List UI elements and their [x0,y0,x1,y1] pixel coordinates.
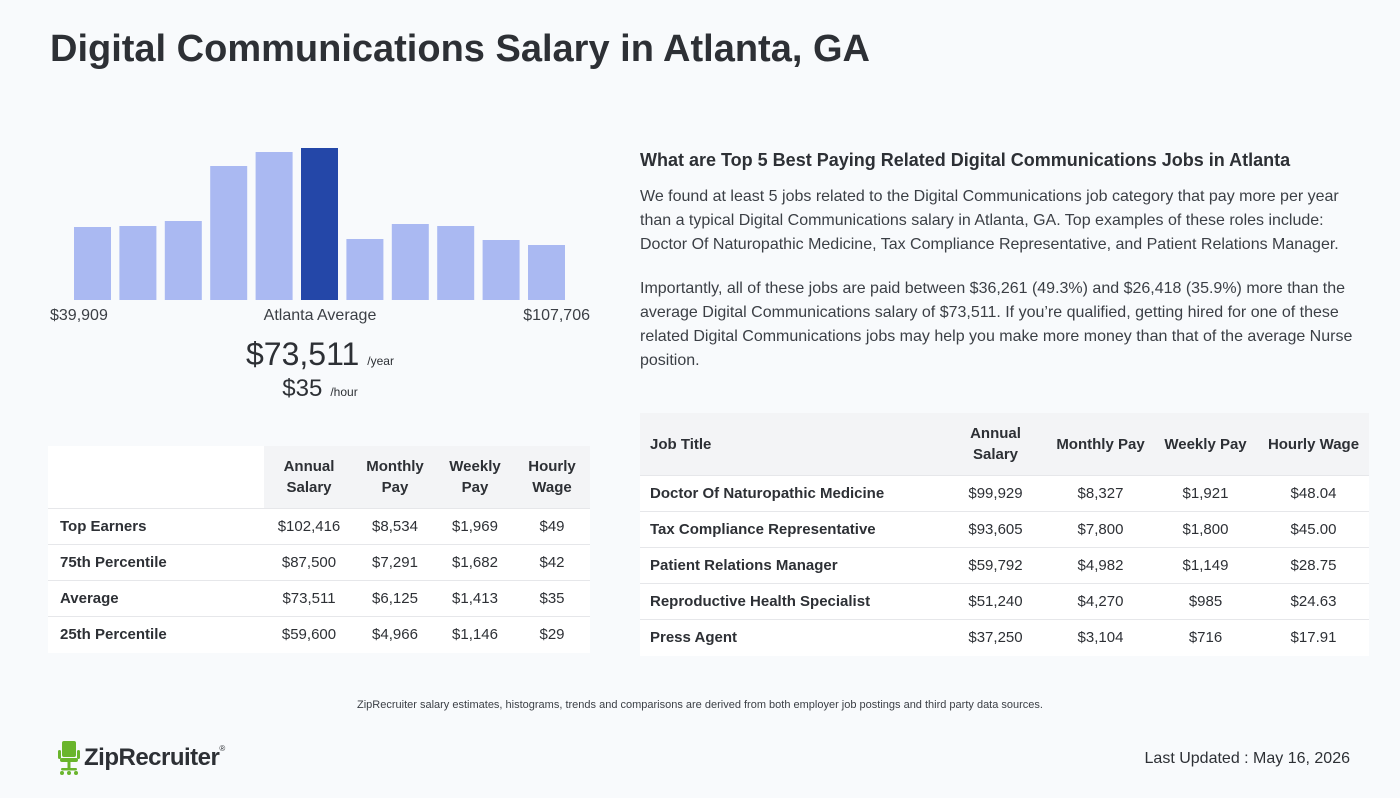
salary-histogram [50,140,590,300]
histogram-bar [528,245,565,300]
weekly-cell: $1,800 [1153,511,1258,548]
related-jobs-table: Job Title Annual Salary Monthly Pay Week… [640,413,1369,656]
histogram-bar-average [301,148,338,300]
monthly-cell: $7,291 [354,544,436,581]
histogram-bar [210,166,248,300]
percentile-header-weekly: Weekly Pay [436,446,514,509]
table-row: Doctor Of Naturopathic Medicine $99,929 … [640,475,1369,512]
weekly-cell: $1,921 [1153,475,1258,512]
monthly-cell: $7,800 [1048,511,1153,548]
annual-unit: /year [367,354,394,368]
ziprecruiter-logo[interactable]: ZipRecruiter® [58,740,225,776]
table-row: Patient Relations Manager $59,792 $4,982… [640,547,1369,584]
percentile-header-monthly: Monthly Pay [354,446,436,509]
percentile-table-header: Annual Salary Monthly Pay Weekly Pay Hou… [48,446,590,509]
weekly-cell: $985 [1153,583,1258,620]
histogram-bar [391,224,429,300]
hourly-cell: $28.75 [1258,547,1369,584]
table-row: 25th Percentile $59,600 $4,966 $1,146 $2… [48,616,590,653]
average-annual-salary: $73,511 [246,336,360,372]
last-updated: Last Updated : May 16, 2026 [1144,750,1350,767]
job-title-cell: Doctor Of Naturopathic Medicine [640,475,943,512]
related-jobs-heading: What are Top 5 Best Paying Related Digit… [640,150,1291,170]
disclaimer-text: ZipRecruiter salary estimates, histogram… [357,699,1043,711]
logo-text: ZipRecruiter® [84,744,225,771]
monthly-cell: $8,327 [1048,475,1153,512]
histogram-labels: $39,909 Atlanta Average $107,706 [50,307,590,329]
hourly-cell: $48.04 [1258,475,1369,512]
annual-cell: $87,500 [264,544,354,581]
annual-cell: $51,240 [943,583,1048,620]
hourly-cell: $35 [514,580,590,617]
table-row: Average $73,511 $6,125 $1,413 $35 [48,580,590,617]
hourly-cell: $24.63 [1258,583,1369,620]
weekly-cell: $1,146 [436,616,514,653]
histogram-max-label: $107,706 [523,307,590,324]
weekly-cell: $1,413 [436,580,514,617]
histogram-bar [255,152,293,300]
average-hourly-wage: $35 [282,375,323,402]
weekly-cell: $1,969 [436,508,514,545]
annual-cell: $99,929 [943,475,1048,512]
annual-cell: $73,511 [264,580,354,617]
histogram-bar [74,227,111,300]
chair-icon [58,741,80,775]
monthly-cell: $6,125 [354,580,436,617]
monthly-cell: $8,534 [354,508,436,545]
table-row: 75th Percentile $87,500 $7,291 $1,682 $4… [48,544,590,581]
percentile-header-annual: Annual Salary [264,446,354,509]
histogram-svg [74,148,565,300]
related-jobs-paragraph-1: We found at least 5 jobs related to the … [640,188,1339,253]
row-label: 75th Percentile [48,544,264,581]
row-label: Average [48,580,264,617]
annual-cell: $102,416 [264,508,354,545]
table-row: Press Agent $37,250 $3,104 $716 $17.91 [640,619,1369,656]
annual-cell: $93,605 [943,511,1048,548]
histogram-bar [346,239,384,300]
hourly-cell: $45.00 [1258,511,1369,548]
hourly-cell: $42 [514,544,590,581]
table-row: Reproductive Health Specialist $51,240 $… [640,583,1369,620]
monthly-cell: $4,982 [1048,547,1153,584]
jobs-header-hourly: Hourly Wage [1258,413,1369,476]
jobs-header-annual: Annual Salary [943,413,1048,476]
histogram-bar [164,221,202,300]
job-title-cell: Press Agent [640,619,943,656]
table-row: Top Earners $102,416 $8,534 $1,969 $49 [48,508,590,545]
hourly-cell: $49 [514,508,590,545]
related-jobs-paragraph-2: Importantly, all of these jobs are paid … [640,280,1353,369]
row-label: Top Earners [48,508,264,545]
hourly-cell: $29 [514,616,590,653]
annual-cell: $59,792 [943,547,1048,584]
percentile-header-blank [48,446,264,509]
histogram-average-label: Atlanta Average [263,307,377,324]
weekly-cell: $1,149 [1153,547,1258,584]
page-title: Digital Communications Salary in Atlanta… [50,28,870,70]
monthly-cell: $4,966 [354,616,436,653]
hourly-cell: $17.91 [1258,619,1369,656]
job-title-cell: Tax Compliance Representative [640,511,943,548]
table-row: Tax Compliance Representative $93,605 $7… [640,511,1369,548]
weekly-cell: $716 [1153,619,1258,656]
histogram-min-label: $39,909 [50,307,108,324]
annual-cell: $37,250 [943,619,1048,656]
weekly-cell: $1,682 [436,544,514,581]
monthly-cell: $4,270 [1048,583,1153,620]
jobs-header-title: Job Title [640,413,943,476]
histogram-bar [482,240,520,300]
percentile-header-hourly: Hourly Wage [514,446,590,509]
row-label: 25th Percentile [48,616,264,653]
job-title-cell: Patient Relations Manager [640,547,943,584]
percentile-table: Annual Salary Monthly Pay Weekly Pay Hou… [48,446,590,653]
histogram-bar [119,226,157,300]
average-salary-block: $73,511 /year $35 /hour [50,336,590,403]
jobs-header-monthly: Monthly Pay [1048,413,1153,476]
jobs-header-weekly: Weekly Pay [1153,413,1258,476]
hourly-unit: /hour [330,385,358,399]
job-title-cell: Reproductive Health Specialist [640,583,943,620]
histogram-bar [437,226,475,300]
jobs-table-header: Job Title Annual Salary Monthly Pay Week… [640,413,1369,476]
annual-cell: $59,600 [264,616,354,653]
monthly-cell: $3,104 [1048,619,1153,656]
